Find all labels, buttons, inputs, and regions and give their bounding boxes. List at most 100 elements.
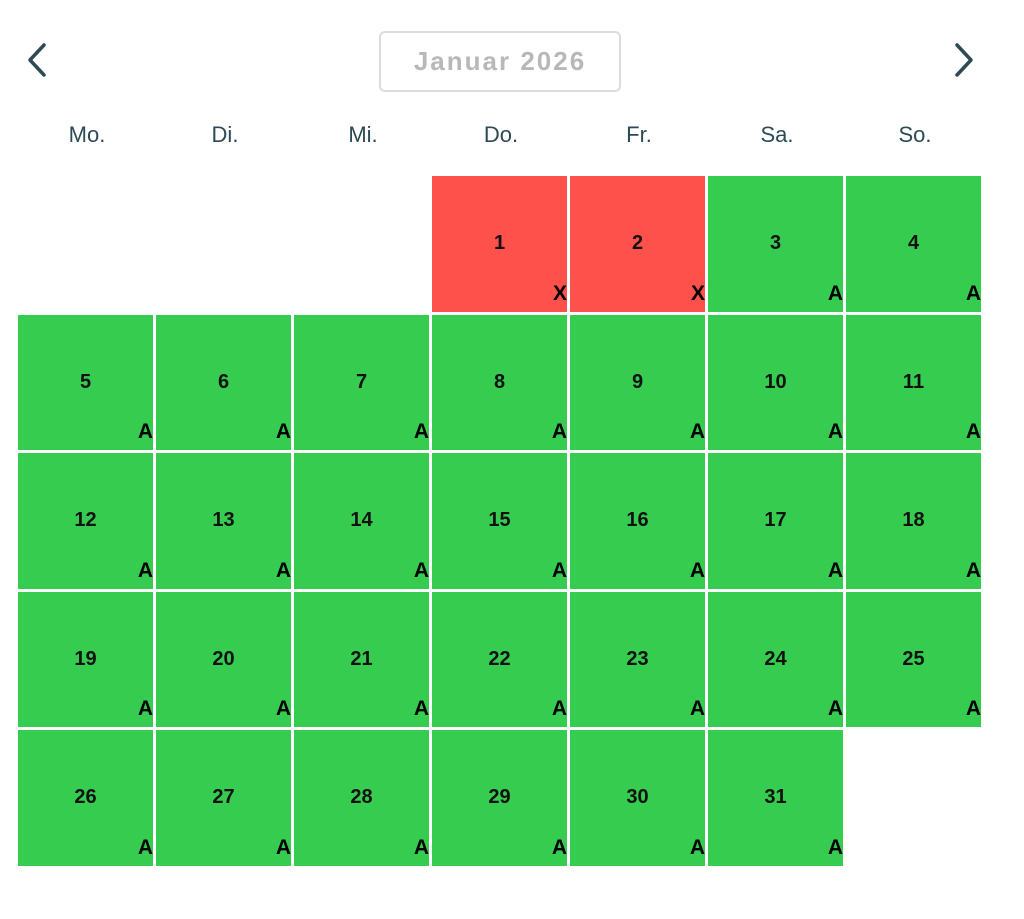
- day-cell[interactable]: 30 A: [570, 730, 705, 866]
- day-status-label: A: [275, 420, 291, 443]
- day-number: 1: [493, 232, 506, 254]
- day-status-label: A: [137, 697, 153, 720]
- weekday-label: Fr.: [626, 122, 652, 147]
- day-number: 20: [212, 647, 235, 670]
- day-number: 18: [902, 509, 925, 531]
- weekday-label: So.: [898, 122, 932, 147]
- weekday-label: Mi.: [348, 122, 378, 147]
- day-status-label: A: [137, 835, 153, 859]
- day-cell[interactable]: 21 A: [294, 591, 429, 727]
- day-number: 9: [631, 370, 644, 393]
- day-cell[interactable]: 24 A: [708, 591, 843, 727]
- day-status-label: X: [690, 281, 705, 305]
- weekday-label: Di.: [211, 122, 239, 147]
- day-status-label: A: [965, 558, 981, 582]
- day-status-label: A: [689, 558, 705, 582]
- day-number: 24: [764, 647, 787, 670]
- day-status-label: A: [275, 835, 291, 859]
- day-number: 28: [350, 786, 373, 808]
- day-number: 7: [355, 370, 368, 393]
- day-number: 22: [488, 647, 511, 670]
- day-status-label: A: [965, 697, 981, 720]
- day-status-label: A: [827, 420, 843, 443]
- day-cell[interactable]: 18 A: [846, 453, 981, 589]
- day-cell[interactable]: 19 A: [18, 591, 153, 727]
- day-number: 2: [631, 232, 644, 254]
- day-status-label: A: [551, 558, 567, 582]
- day-status-label: A: [689, 697, 705, 720]
- day-cell[interactable]: 20 A: [156, 591, 291, 727]
- day-cell[interactable]: 26 A: [18, 730, 153, 866]
- day-number: 27: [212, 786, 235, 808]
- day-cell[interactable]: 15 A: [432, 453, 567, 589]
- chevron-left-icon: [28, 43, 46, 77]
- day-cell[interactable]: 12 A: [18, 453, 153, 589]
- day-status-label: A: [275, 558, 291, 582]
- day-number: 12: [74, 509, 97, 531]
- empty-cell: [156, 176, 291, 312]
- day-cell[interactable]: 13 A: [156, 453, 291, 589]
- day-status-label: A: [689, 420, 705, 443]
- day-status-label: A: [551, 420, 567, 443]
- day-number: 19: [74, 647, 97, 670]
- day-status-label: A: [413, 558, 429, 582]
- day-status-label: A: [413, 420, 429, 443]
- day-cell[interactable]: 14 A: [294, 453, 429, 589]
- day-number: 23: [626, 647, 649, 670]
- day-status-label: A: [137, 558, 153, 582]
- day-number: 25: [902, 647, 925, 670]
- day-cell[interactable]: 31 A: [708, 730, 843, 866]
- day-number: 8: [493, 370, 506, 393]
- day-cell[interactable]: 10 A: [708, 314, 843, 450]
- day-number: 6: [217, 370, 230, 393]
- day-cell[interactable]: 11 A: [846, 314, 981, 450]
- day-status-label: A: [689, 835, 705, 859]
- day-status-label: A: [551, 697, 567, 720]
- day-status-label: A: [965, 281, 981, 305]
- day-status-label: A: [827, 281, 843, 305]
- day-cell[interactable]: 23 A: [570, 591, 705, 727]
- day-number: 30: [626, 786, 649, 808]
- day-number: 17: [764, 509, 787, 531]
- day-cell[interactable]: 29 A: [432, 730, 567, 866]
- calendar-grid: 1 X 2 X 3 A 4 A 5 A 6 A 7 A 8 A 9 A 10 A 11 A 12 A 13 A 14 A 15 A 16 A 1…: [18, 176, 984, 869]
- day-number: 21: [350, 647, 373, 670]
- day-cell[interactable]: 17 A: [708, 453, 843, 589]
- day-cell[interactable]: 22 A: [432, 591, 567, 727]
- day-cell[interactable]: 27 A: [156, 730, 291, 866]
- weekday-label: Sa.: [760, 122, 794, 147]
- weekday-label: Do.: [483, 122, 519, 147]
- day-status-label: A: [827, 697, 843, 720]
- day-status-label: A: [275, 697, 291, 720]
- day-cell[interactable]: 25 A: [846, 591, 981, 727]
- empty-cell: [294, 176, 429, 312]
- day-status-label: A: [965, 420, 981, 443]
- day-cell[interactable]: 28 A: [294, 730, 429, 866]
- empty-cell: [18, 176, 153, 312]
- next-month-button[interactable]: [944, 40, 984, 80]
- day-number: 16: [626, 509, 649, 531]
- day-number: 14: [350, 509, 373, 531]
- weekday-label: Mo.: [68, 122, 106, 147]
- month-title-button[interactable]: Januar 2026: [379, 31, 621, 92]
- day-number: 15: [488, 509, 511, 531]
- day-number: 26: [74, 786, 97, 808]
- day-status-label: X: [552, 281, 567, 305]
- day-number: 4: [907, 232, 920, 254]
- prev-month-button[interactable]: [18, 40, 58, 80]
- day-status-label: A: [551, 835, 567, 859]
- day-cell[interactable]: 16 A: [570, 453, 705, 589]
- weekday-header: Mo. Di. Mi. Do. Fr. Sa. So.: [18, 118, 984, 152]
- day-status-label: A: [413, 697, 429, 720]
- day-status-label: A: [827, 558, 843, 582]
- day-status-label: A: [827, 835, 843, 859]
